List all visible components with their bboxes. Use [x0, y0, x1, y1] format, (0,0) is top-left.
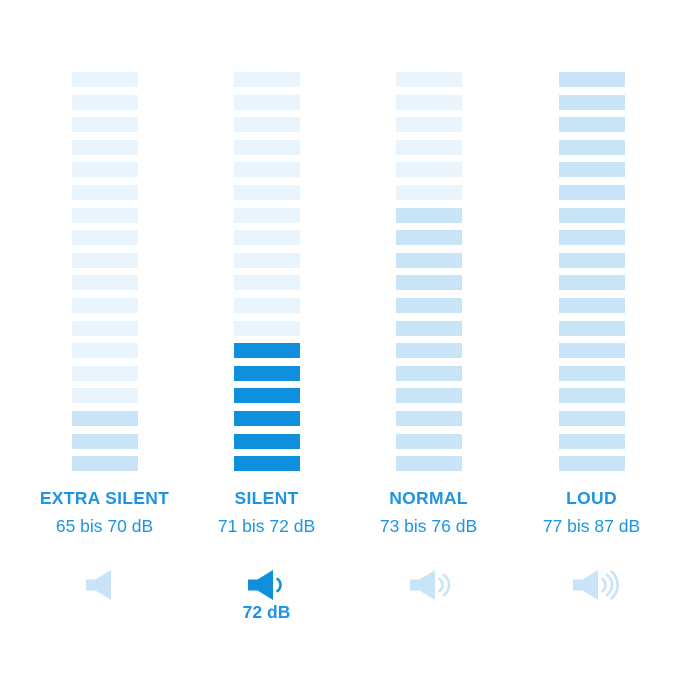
speaker-medium-icon — [409, 569, 456, 601]
speaker-loud-icon — [572, 570, 619, 600]
level-bar — [558, 252, 625, 268]
level-bar — [233, 230, 300, 246]
level-bar — [71, 433, 138, 449]
speaker-loud-icon — [572, 569, 619, 601]
level-bar — [395, 365, 462, 381]
level-bar — [233, 320, 300, 336]
level-bar — [558, 433, 625, 449]
level-bar — [558, 456, 625, 472]
level-bar — [395, 343, 462, 359]
db-range-label: 77 bis 87 dB — [542, 516, 641, 536]
level-bar — [395, 275, 462, 291]
level-bar — [395, 388, 462, 404]
level-bar — [233, 184, 300, 200]
level-bar — [71, 207, 138, 223]
level-bar — [233, 275, 300, 291]
speaker-low-icon — [247, 570, 282, 600]
db-range-label: 65 bis 70 dB — [55, 516, 154, 536]
level-bar — [395, 297, 462, 313]
level-bar — [71, 456, 138, 472]
level-bar — [558, 162, 625, 178]
level-bar — [233, 365, 300, 381]
level-bar — [71, 117, 138, 133]
speaker-low-icon — [247, 569, 294, 601]
level-bar — [71, 94, 138, 110]
level-bar — [233, 456, 300, 472]
volume-column-silent: SILENT 71 bis 72 dB 72 dB — [185, 0, 348, 700]
level-bar — [558, 139, 625, 155]
db-range-label: 73 bis 76 dB — [379, 516, 478, 536]
level-bar — [71, 365, 138, 381]
level-bar — [233, 72, 300, 87]
level-bar-stack — [71, 72, 138, 472]
current-db-value: 72 dB — [242, 602, 291, 622]
level-bar — [71, 184, 138, 200]
level-bar — [395, 117, 462, 133]
level-bar — [71, 139, 138, 155]
level-bar — [558, 117, 625, 133]
level-bar — [71, 275, 138, 291]
level-bar — [395, 162, 462, 178]
level-bar — [558, 343, 625, 359]
level-bar-stack — [395, 72, 462, 472]
level-bar — [558, 184, 625, 200]
level-bar — [558, 320, 625, 336]
column-title: EXTRA SILENT — [39, 488, 170, 508]
level-bar-stack — [558, 72, 625, 472]
level-bar — [71, 410, 138, 426]
level-bar — [395, 230, 462, 246]
column-title: SILENT — [234, 488, 299, 508]
level-bar — [71, 72, 138, 87]
level-bar — [71, 343, 138, 359]
level-bar — [71, 297, 138, 313]
speaker-mute-icon — [85, 570, 111, 600]
level-bar — [558, 365, 625, 381]
level-bar — [233, 117, 300, 133]
level-bar — [233, 343, 300, 359]
level-bar — [233, 297, 300, 313]
level-bar — [558, 94, 625, 110]
level-bar — [233, 94, 300, 110]
speaker-mute-icon — [85, 569, 132, 601]
level-bar-stack — [233, 72, 300, 472]
level-bar — [233, 207, 300, 223]
level-bar — [395, 456, 462, 472]
level-bar — [395, 410, 462, 426]
level-bar — [71, 320, 138, 336]
level-bar — [233, 433, 300, 449]
level-bar — [71, 230, 138, 246]
level-bar — [558, 410, 625, 426]
column-title: LOUD — [566, 488, 617, 508]
level-bar — [395, 320, 462, 336]
column-title: NORMAL — [389, 488, 468, 508]
level-bar — [233, 252, 300, 268]
level-bar — [558, 388, 625, 404]
level-bar — [71, 162, 138, 178]
level-bar — [71, 252, 138, 268]
level-bar — [71, 388, 138, 404]
level-bar — [395, 72, 462, 87]
level-bar — [395, 139, 462, 155]
level-bar — [395, 252, 462, 268]
volume-column-extra-silent: EXTRA SILENT 65 bis 70 dB — [23, 0, 186, 700]
db-range-label: 71 bis 72 dB — [217, 516, 316, 536]
volume-column-loud: LOUD 77 bis 87 dB — [510, 0, 673, 700]
speaker-medium-icon — [409, 570, 450, 600]
level-bar — [233, 162, 300, 178]
level-bar — [558, 275, 625, 291]
level-bar — [558, 230, 625, 246]
level-bar — [558, 207, 625, 223]
level-bar — [558, 72, 625, 87]
level-bar — [233, 410, 300, 426]
level-bar — [233, 139, 300, 155]
level-bar — [395, 94, 462, 110]
volume-column-normal: NORMAL 73 bis 76 dB — [347, 0, 510, 700]
level-bar — [395, 184, 462, 200]
level-bar — [233, 388, 300, 404]
level-bar — [395, 433, 462, 449]
level-bar — [558, 297, 625, 313]
level-bar — [395, 207, 462, 223]
